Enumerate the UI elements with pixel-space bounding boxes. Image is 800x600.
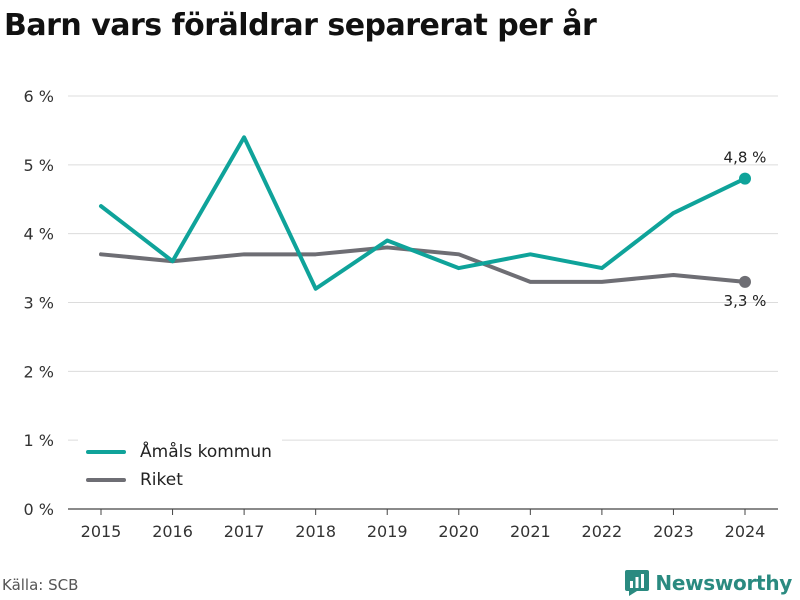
y-tick-label: 2 % [24,362,54,381]
series-line-0 [99,135,747,291]
chart-title: Barn vars föräldrar separerat per år [4,8,597,43]
x-tick-label: 2021 [510,522,551,541]
y-tick-label: 0 % [24,500,54,519]
legend-item-amal: Åmåls kommun [86,438,272,466]
x-tick-label: 2018 [295,522,336,541]
brand-logo: Newsworthy [625,570,792,596]
y-tick-label: 6 % [24,87,54,106]
end-value-label-0: 4,8 % [724,149,767,167]
legend-label-amal: Åmåls kommun [140,442,272,462]
legend-swatch-riket [86,478,126,482]
y-tick-label: 1 % [24,431,54,450]
x-tick-label: 2019 [367,522,408,541]
y-tick-label: 3 % [24,294,54,313]
legend-item-riket: Riket [86,466,272,494]
x-axis-ticks: 2015 2016 2017 2018 2019 2020 2021 2022 2023 2024 [81,509,766,541]
x-tick-label: 2020 [438,522,479,541]
x-tick-label: 2024 [725,522,766,541]
legend-swatch-amal [86,450,126,454]
x-tick-label: 2023 [653,522,694,541]
y-axis-ticks: 0 % 1 % 2 % 3 % 4 % 5 % 6 % [24,87,54,519]
y-tick-label: 5 % [24,156,54,175]
x-tick-label: 2022 [582,522,623,541]
legend-label-riket: Riket [140,470,183,490]
y-tick-label: 4 % [24,225,54,244]
x-tick-label: 2017 [224,522,265,541]
source-note: Källa: SCB [2,576,79,594]
end-point-1 [739,275,751,288]
end-point-0 [739,172,751,185]
end-markers: 4,8 % 3,3 % [724,149,767,310]
series-line-1 [99,245,747,284]
legend: Åmåls kommun Riket [78,436,282,498]
series-lines [99,135,747,291]
x-tick-label: 2016 [152,522,193,541]
newsworthy-logo-icon [625,570,650,596]
brand-name: Newsworthy [655,571,792,595]
x-tick-label: 2015 [81,522,122,541]
end-value-label-1: 3,3 % [724,292,767,310]
